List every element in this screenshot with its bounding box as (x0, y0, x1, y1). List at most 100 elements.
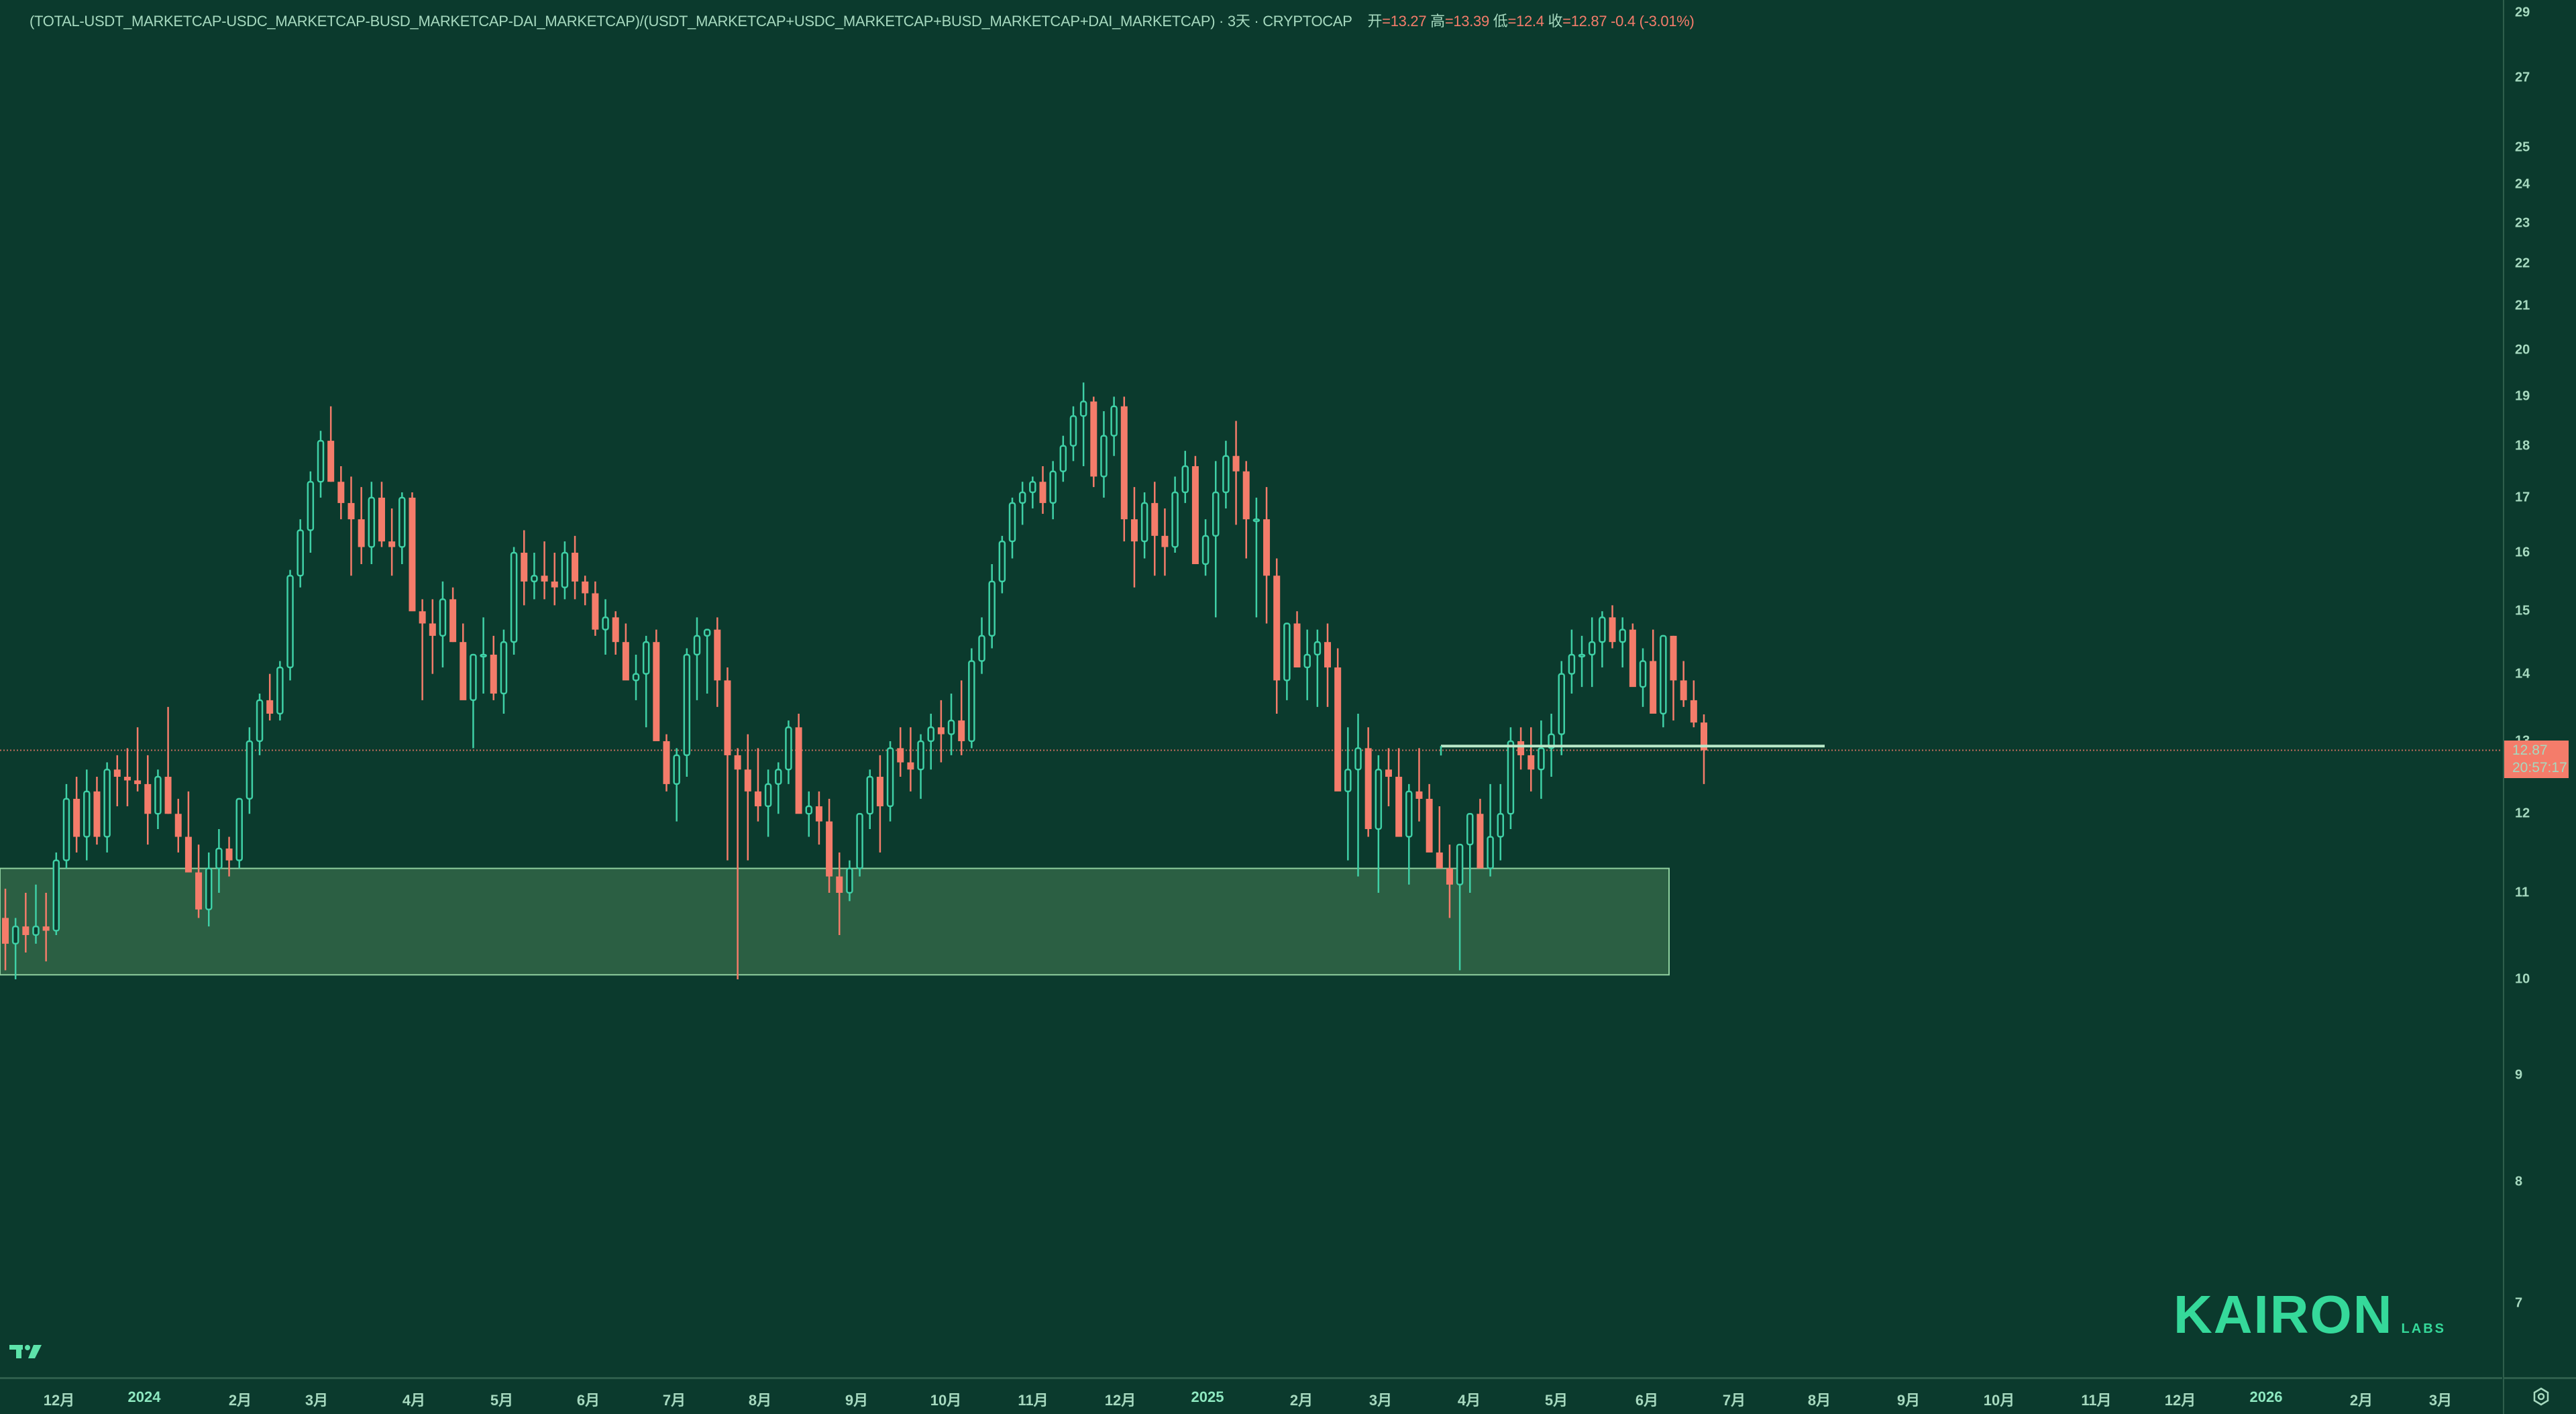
candle-body-up (32, 925, 40, 936)
legend-close-value: =12.87 (1562, 13, 1607, 30)
candle-body-up (1201, 535, 1210, 565)
time-tick-label: 2025 (1191, 1389, 1224, 1405)
candle-body-up (103, 768, 111, 838)
price-tick-label: 9 (2515, 1067, 2523, 1083)
candle-body-down (958, 720, 965, 741)
candle-body-down (1701, 722, 1707, 751)
time-tick-label: 2月 (2349, 1392, 2373, 1409)
candle-body-up (978, 635, 985, 662)
price-tick-label: 21 (2515, 298, 2530, 313)
time-tick-label: 5月 (1544, 1392, 1568, 1409)
time-tick-label: 7月 (662, 1392, 686, 1409)
candle-body-up (1069, 415, 1077, 447)
candle-body-up (683, 653, 691, 757)
candle-body-down (144, 783, 152, 814)
candle-body-up (1588, 641, 1596, 656)
candle-body-down (1477, 814, 1484, 869)
candle-body-up (561, 551, 569, 588)
time-tick-label: 6月 (576, 1392, 600, 1409)
time-axis[interactable]: 12月 2024 2月 3月 4月 5月 6月 7月 8月 9月 10月 11月 12月 2025 2月 3月… (0, 1377, 2502, 1414)
candle-body-up (398, 496, 406, 548)
candle-body-up (1252, 518, 1260, 523)
candle-body-up (307, 481, 315, 531)
candle-body-up (1405, 790, 1413, 838)
candle-body-up (215, 847, 223, 869)
candle-body-down (1517, 741, 1525, 755)
legend-symbol[interactable]: (TOTAL-USDT_MARKETCAP-USDC_MARKETCAP-BUS… (30, 13, 1216, 30)
candle-body-down (327, 441, 335, 482)
candle-body-down (622, 642, 629, 681)
candle-body-up (276, 666, 284, 715)
candle-body-up (1375, 768, 1383, 830)
candle-body-down (937, 727, 945, 735)
candle-body-up (205, 867, 213, 911)
candle-body-down (1426, 798, 1433, 853)
candle-body-down (1324, 642, 1332, 668)
brand-watermark: KAIRON LABS (2174, 1288, 2446, 1342)
price-tick-label: 25 (2515, 140, 2530, 155)
price-tick-label: 29 (2515, 5, 2530, 20)
price-axis[interactable]: 789101112131415161718192021222324252729 (2503, 0, 2576, 1377)
candle-body-up (1619, 629, 1626, 643)
candle-body-down (1680, 680, 1687, 700)
candle-body-down (734, 755, 741, 770)
candle-body-down (1120, 406, 1128, 520)
candle-body-up (1029, 481, 1036, 494)
candle-body-up (286, 574, 294, 669)
candle-body-down (1609, 617, 1616, 643)
candle-body-down (490, 654, 497, 694)
candle-body-up (1100, 435, 1108, 478)
candle-body-down (1293, 623, 1301, 668)
candle-body-up (317, 439, 325, 483)
candle-body-up (1466, 813, 1474, 846)
candle-body-up (1171, 491, 1179, 548)
candle-body-down (1415, 791, 1423, 799)
candle-body-down (897, 748, 904, 763)
time-tick-label: 9月 (1896, 1392, 1921, 1409)
candle-body-up (775, 768, 782, 785)
candle-body-down (449, 599, 457, 643)
candle-body-up (62, 798, 70, 861)
legend-change: -0.4 (1611, 13, 1635, 30)
candle-body-down (195, 872, 203, 910)
candle-body-down (123, 777, 131, 781)
candle-body-down (1161, 535, 1169, 547)
price-tick-label: 7 (2515, 1295, 2523, 1311)
price-tick-label: 22 (2515, 256, 2530, 271)
candle-body-up (1049, 470, 1057, 504)
support-zone (0, 867, 1670, 976)
candle-body-down (73, 798, 80, 837)
candle-body-up (297, 529, 304, 577)
candle-body-down (572, 552, 579, 582)
bar-countdown: 20:57:17 (2512, 760, 2567, 775)
candle-body-down (795, 727, 802, 814)
candle-body-up (470, 653, 477, 702)
price-tick-label: 27 (2515, 70, 2530, 85)
candle-body-down (826, 821, 833, 877)
legend-separator: · (1219, 13, 1228, 30)
candle-body-down (1527, 755, 1535, 770)
time-tick-label: 9月 (845, 1392, 869, 1409)
candle-body-up (998, 540, 1006, 583)
time-tick-label: 6月 (1635, 1392, 1659, 1409)
chart-settings-button[interactable] (2503, 1377, 2576, 1414)
candle-body-down (1334, 667, 1342, 792)
time-tick-label: 2月 (228, 1392, 252, 1409)
candle-body-down (1395, 777, 1403, 837)
candle-body-up (917, 740, 924, 771)
candle-body-down (1629, 629, 1636, 688)
candlestick-chart[interactable] (0, 0, 2502, 1377)
time-tick-label: 7月 (1722, 1392, 1746, 1409)
candle-body-up (1303, 653, 1311, 669)
price-tick-label: 14 (2515, 666, 2530, 682)
candle-body-down (876, 777, 883, 807)
price-tick-label: 17 (2515, 490, 2530, 505)
candle-body-up (1548, 733, 1555, 749)
legend-interval[interactable]: 3天 (1227, 13, 1250, 30)
tradingview-logo[interactable] (8, 1342, 46, 1363)
candle-body-up (1222, 455, 1230, 494)
chart-area[interactable] (0, 0, 2502, 1377)
candle-body-down (429, 623, 436, 636)
time-tick-label: 2月 (1289, 1392, 1313, 1409)
candle-body-up (1660, 635, 1667, 715)
